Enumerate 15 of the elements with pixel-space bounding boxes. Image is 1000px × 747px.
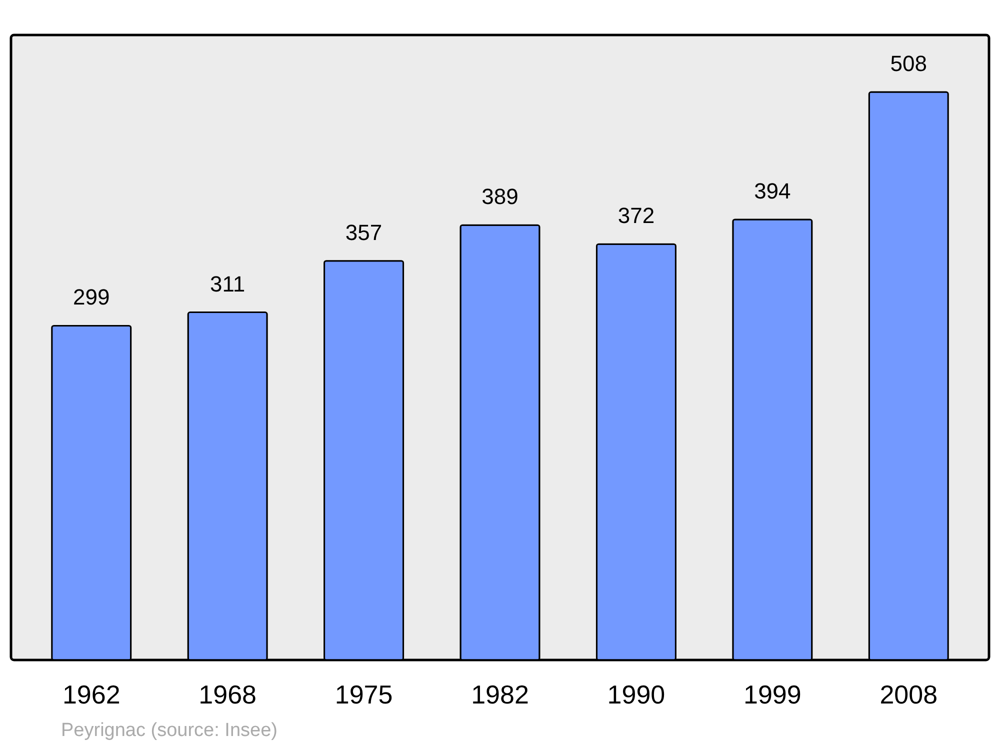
x-tick-label: 1962 xyxy=(62,680,120,710)
text: Peyrignac (source: Insee) xyxy=(61,720,278,741)
x-tick-label: 1990 xyxy=(607,680,666,710)
data-label: 508 xyxy=(890,51,927,76)
data-label: 357 xyxy=(345,220,382,245)
x-tick-label: 1982 xyxy=(471,680,529,710)
data-label: 372 xyxy=(618,203,655,228)
data-label: 299 xyxy=(73,284,110,310)
data-label: 389 xyxy=(482,184,518,210)
x-tick-label: 1999 xyxy=(744,680,802,710)
x-tick-label: 1975 xyxy=(334,680,393,710)
data-label: 394 xyxy=(754,178,791,204)
x-tick-label: 1968 xyxy=(198,680,256,710)
data-label: 311 xyxy=(210,271,246,296)
x-tick-label: 2008 xyxy=(880,680,938,710)
